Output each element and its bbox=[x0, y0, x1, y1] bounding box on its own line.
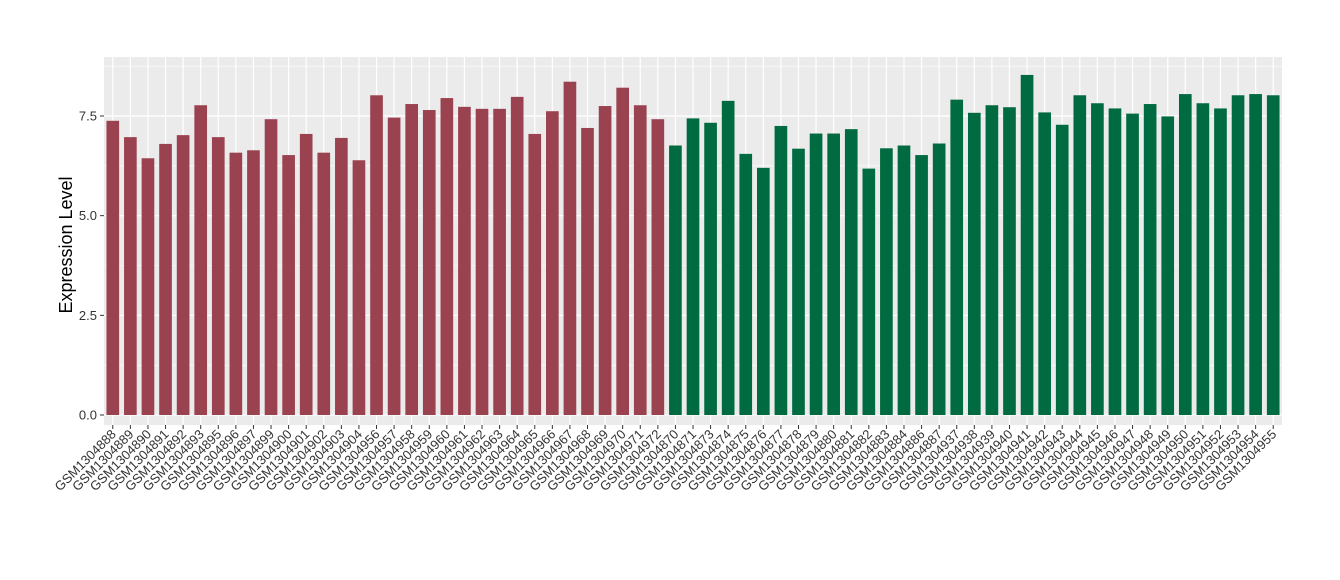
bar-GSM1304895 bbox=[211, 137, 225, 415]
bar-GSM1304902 bbox=[317, 152, 331, 415]
bar-GSM1304950 bbox=[1178, 94, 1192, 415]
bar-GSM1304876 bbox=[756, 167, 770, 415]
y-tick-label: 2.5 bbox=[79, 308, 97, 323]
bar-GSM1304959 bbox=[422, 110, 436, 416]
bar-GSM1304948 bbox=[1143, 104, 1157, 415]
bar-GSM1304969 bbox=[598, 106, 612, 416]
bar-GSM1304953 bbox=[1231, 95, 1245, 415]
bar-GSM1304972 bbox=[651, 119, 665, 415]
bar-GSM1304873 bbox=[704, 122, 717, 415]
bar-GSM1304971 bbox=[633, 105, 647, 416]
bar-GSM1304880 bbox=[827, 133, 840, 416]
bar-GSM1304891 bbox=[159, 143, 172, 415]
bar-GSM1304944 bbox=[1073, 95, 1087, 415]
bar-GSM1304896 bbox=[229, 152, 243, 415]
bar-GSM1304875 bbox=[739, 153, 753, 415]
bars bbox=[106, 74, 1280, 416]
bar-GSM1304937 bbox=[950, 99, 964, 415]
bar-GSM1304940 bbox=[1003, 107, 1016, 415]
bar-GSM1304877 bbox=[774, 125, 788, 415]
bar-GSM1304899 bbox=[264, 119, 278, 415]
bar-GSM1304874 bbox=[721, 100, 735, 415]
bar-GSM1304946 bbox=[1108, 108, 1122, 416]
bar-GSM1304962 bbox=[475, 108, 489, 415]
bar-GSM1304967 bbox=[563, 81, 577, 416]
bar-GSM1304878 bbox=[792, 148, 805, 415]
bar-GSM1304952 bbox=[1214, 108, 1227, 416]
bar-GSM1304881 bbox=[844, 129, 858, 415]
bar-GSM1304870 bbox=[669, 145, 682, 415]
bar-GSM1304964 bbox=[510, 96, 524, 415]
y-tick-label: 0.0 bbox=[79, 408, 97, 423]
bar-GSM1304886 bbox=[915, 155, 928, 415]
bar-GSM1304947 bbox=[1126, 113, 1139, 415]
y-tick-label: 7.5 bbox=[79, 109, 97, 124]
bar-GSM1304942 bbox=[1038, 112, 1051, 416]
bar-GSM1304968 bbox=[581, 127, 594, 416]
bar-GSM1304949 bbox=[1161, 116, 1175, 415]
bar-GSM1304966 bbox=[546, 111, 559, 415]
x-axis: GSM1304888GSM1304889GSM1304890GSM1304891… bbox=[52, 425, 1279, 494]
bar-GSM1304890 bbox=[141, 158, 155, 415]
bar-GSM1304957 bbox=[387, 117, 401, 415]
bar-GSM1304960 bbox=[440, 98, 454, 415]
y-axis-title: Expression Level bbox=[56, 176, 76, 313]
bar-GSM1304955 bbox=[1266, 95, 1280, 415]
bar-GSM1304938 bbox=[967, 112, 981, 415]
y-tick-label: 5.0 bbox=[79, 208, 97, 223]
bar-GSM1304965 bbox=[528, 133, 542, 415]
bar-GSM1304941 bbox=[1020, 74, 1034, 416]
bar-GSM1304893 bbox=[194, 105, 208, 416]
bar-GSM1304958 bbox=[405, 104, 419, 415]
bar-GSM1304887 bbox=[932, 143, 946, 415]
bar-GSM1304888 bbox=[106, 120, 120, 415]
bar-GSM1304889 bbox=[124, 137, 137, 415]
bar-GSM1304970 bbox=[616, 87, 630, 415]
bar-GSM1304939 bbox=[985, 105, 999, 416]
y-axis: 0.0 2.5 5.0 7.5 bbox=[79, 109, 104, 423]
bar-GSM1304963 bbox=[493, 108, 506, 415]
bar-GSM1304871 bbox=[686, 118, 700, 415]
bar-GSM1304882 bbox=[862, 168, 876, 415]
bar-GSM1304943 bbox=[1055, 124, 1069, 416]
bar-GSM1304884 bbox=[897, 145, 911, 415]
bar-GSM1304945 bbox=[1091, 103, 1104, 415]
bar-GSM1304892 bbox=[176, 135, 190, 416]
bar-GSM1304951 bbox=[1196, 103, 1210, 415]
bar-GSM1304903 bbox=[335, 137, 348, 415]
bar-GSM1304954 bbox=[1249, 94, 1262, 415]
bar-GSM1304961 bbox=[458, 106, 471, 416]
bar-GSM1304883 bbox=[880, 148, 893, 416]
bar-GSM1304956 bbox=[370, 95, 383, 415]
bar-GSM1304900 bbox=[282, 155, 295, 415]
bar-GSM1304879 bbox=[809, 133, 823, 416]
bar-GSM1304897 bbox=[247, 150, 260, 415]
bar-GSM1304901 bbox=[299, 133, 313, 415]
bar-GSM1304904 bbox=[352, 160, 366, 415]
